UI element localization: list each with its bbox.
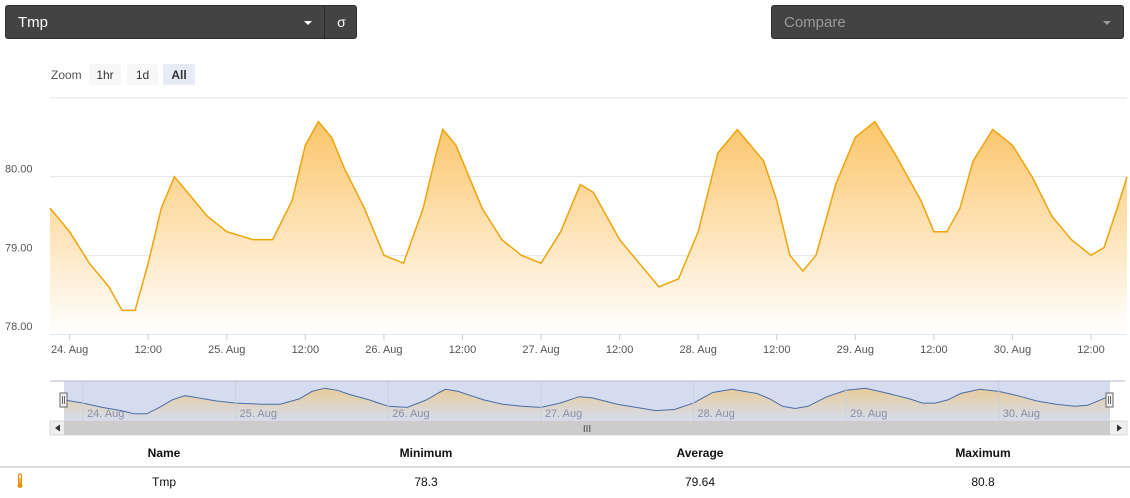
x-tick-label: 12:00 bbox=[134, 344, 162, 356]
zoom-label: Zoom bbox=[51, 68, 82, 82]
zoom-button-1d[interactable]: 1d bbox=[127, 64, 158, 85]
y-tick-label: 80.00 bbox=[5, 164, 33, 176]
handle-body[interactable] bbox=[59, 392, 68, 408]
chevron-down-icon[interactable] bbox=[304, 21, 312, 25]
series-line bbox=[49, 120, 1128, 312]
x-tick-label: 12:00 bbox=[920, 344, 948, 356]
stats-average: 79.64 bbox=[684, 475, 716, 489]
temperature-chart: Zoom 1hr 1d All 78.00 79.00 80.00 24. Aug 12:… bbox=[5, 64, 1128, 436]
zoom-controls: Zoom 1hr 1d All bbox=[51, 64, 195, 85]
navigator-label: 24. Aug bbox=[87, 408, 124, 420]
y-tick-label: 79.00 bbox=[5, 242, 33, 254]
stats-name: Tmp bbox=[152, 475, 176, 489]
x-tick-label: 25. Aug bbox=[208, 344, 245, 356]
x-tick-label: 27. Aug bbox=[522, 344, 559, 356]
zoom-button-bg[interactable] bbox=[127, 64, 158, 85]
x-tick-label: 24. Aug bbox=[51, 344, 88, 356]
stats-header-name: Name bbox=[40, 440, 288, 468]
navigator-area bbox=[64, 388, 1110, 421]
zoom-button-label[interactable]: All bbox=[171, 68, 186, 82]
x-tick-label: 26. Aug bbox=[365, 344, 402, 356]
x-tick-label: 12:00 bbox=[763, 344, 791, 356]
x-tick-label: 30. Aug bbox=[994, 344, 1031, 356]
zoom-button-1hr[interactable]: 1hr bbox=[89, 64, 121, 85]
table-row: Tmp 78.3 79.64 80.8 bbox=[0, 467, 1130, 496]
stats-header-minimum: Minimum bbox=[288, 440, 564, 468]
stats-table: Name Minimum Average Maximum Tmp 78.3 79… bbox=[0, 440, 1130, 496]
navigator-label: 28. Aug bbox=[698, 408, 735, 420]
stats-maximum: 80.8 bbox=[971, 475, 995, 489]
zoom-button-all[interactable]: All bbox=[163, 64, 195, 85]
y-tick-label: 78.00 bbox=[5, 321, 33, 333]
arrow-left-icon[interactable] bbox=[55, 424, 60, 432]
navigator-label: 25. Aug bbox=[240, 408, 277, 420]
scrollbar-thumb[interactable] bbox=[64, 421, 1110, 435]
stats-header-maximum: Maximum bbox=[836, 440, 1130, 468]
navigator-handle-right[interactable] bbox=[1105, 392, 1114, 408]
x-tick-label: 12:00 bbox=[1077, 344, 1105, 356]
scrollbar-grip[interactable]: III bbox=[583, 424, 591, 435]
x-tick-label: 12:00 bbox=[292, 344, 320, 356]
compare-select[interactable]: Compare bbox=[771, 5, 1124, 39]
chevron-down-icon[interactable] bbox=[1103, 21, 1111, 25]
stats-minimum: 78.3 bbox=[414, 475, 438, 489]
arrow-right-icon[interactable] bbox=[1117, 424, 1122, 432]
zoom-button-bg[interactable] bbox=[89, 64, 121, 85]
navigator[interactable]: 24. Aug 25. Aug 26. Aug 27. Aug 28. Aug 29. A… bbox=[49, 380, 1128, 436]
sigma-button[interactable]: σ bbox=[324, 6, 358, 38]
compare-placeholder: Compare bbox=[784, 14, 846, 31]
handle-body[interactable] bbox=[1105, 392, 1114, 408]
x-tick-label: 29. Aug bbox=[837, 344, 874, 356]
x-tick-label: 12:00 bbox=[449, 344, 477, 356]
series-area bbox=[50, 121, 1127, 334]
x-tick-label: 28. Aug bbox=[680, 344, 717, 356]
x-tick-label: 12:00 bbox=[606, 344, 634, 356]
navigator-label: 27. Aug bbox=[545, 408, 582, 420]
stats-header-average: Average bbox=[564, 440, 836, 468]
navigator-label: 30. Aug bbox=[1003, 408, 1040, 420]
stats-icon-header bbox=[0, 440, 40, 468]
navigator-label: 29. Aug bbox=[850, 408, 887, 420]
sensor-select[interactable]: Tmp σ bbox=[5, 5, 357, 39]
zoom-button-bg[interactable] bbox=[163, 64, 195, 85]
zoom-button-label[interactable]: 1hr bbox=[96, 68, 113, 82]
thermometer-icon bbox=[0, 467, 40, 496]
zoom-button-label[interactable]: 1d bbox=[136, 68, 149, 82]
scrollbar[interactable]: III bbox=[49, 420, 1128, 436]
sensor-select-value: Tmp bbox=[18, 14, 48, 31]
navigator-label: 26. Aug bbox=[392, 408, 429, 420]
navigator-handle-left[interactable] bbox=[59, 392, 68, 408]
